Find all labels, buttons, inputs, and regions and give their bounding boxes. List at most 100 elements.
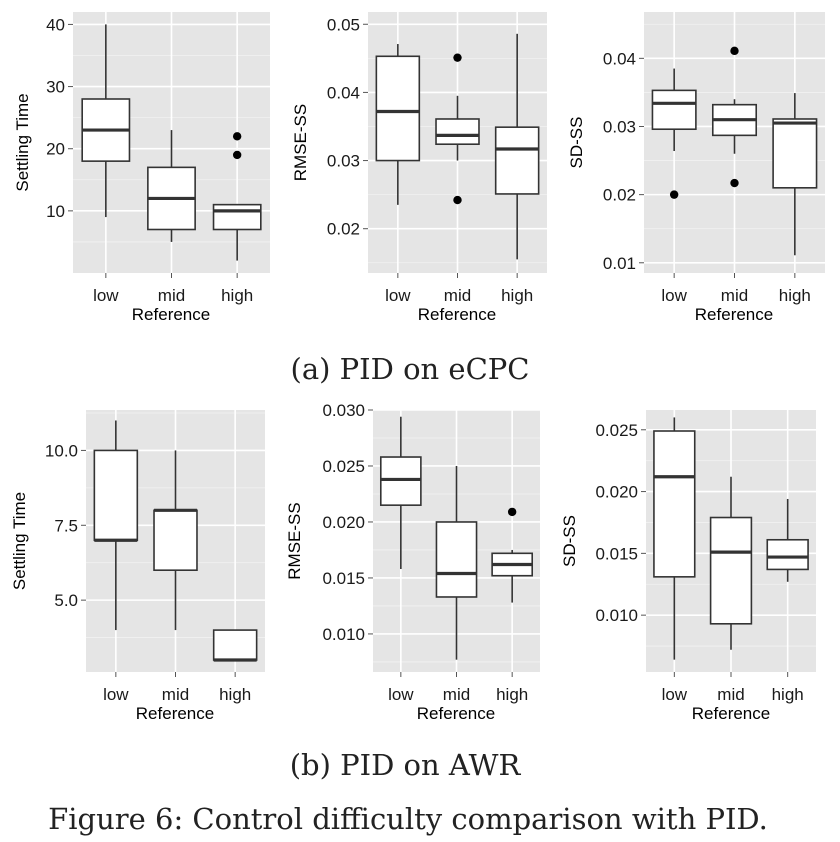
box-high (494, 33, 540, 260)
y-tick-label: 0.02 (603, 186, 636, 205)
outlier-point (232, 150, 242, 160)
x-axis-title: Reference (417, 704, 495, 723)
y-tick-label: 5.0 (54, 591, 78, 610)
y-tick-label: 0.03 (603, 117, 636, 136)
box-iqr (153, 509, 198, 571)
box-iqr (435, 521, 478, 598)
boxplot-panel-4: 5.0 7.5 10.0 low mid high Reference Settling Ti… (10, 410, 265, 723)
y-tick-label: 0.025 (322, 457, 365, 476)
outlier-point (232, 132, 242, 141)
x-tick-label: low (93, 286, 119, 305)
x-tick-label: mid (162, 685, 189, 704)
box-mid (435, 465, 478, 660)
y-tick-label: 0.030 (322, 401, 365, 420)
x-tick-label: high (496, 685, 528, 704)
outlier-point (453, 53, 462, 62)
y-tick-label: 10 (46, 202, 65, 221)
y-tick-label: 0.04 (327, 83, 360, 102)
box-iqr (212, 203, 262, 231)
x-axis-title: Reference (692, 704, 770, 723)
y-tick-label: 0.05 (327, 15, 360, 34)
box-low (81, 24, 131, 218)
y-axis-title: RMSE-SS (285, 502, 304, 579)
outlier-point (730, 178, 739, 188)
y-tick-label: 0.010 (595, 606, 638, 625)
x-tick-label: high (219, 685, 251, 704)
y-tick-label: 0.010 (322, 625, 365, 644)
box-iqr (766, 538, 809, 571)
box-high (772, 93, 818, 256)
subcaption-a: (a) PID on eCPC (291, 352, 530, 386)
box-low (651, 68, 697, 199)
x-tick-label: low (662, 685, 688, 704)
y-axis-title: SD-SS (560, 515, 579, 567)
x-tick-label: mid (443, 685, 470, 704)
x-axis-title: Reference (418, 305, 496, 324)
y-tick-label: 0.04 (603, 49, 636, 68)
y-axis-title: RMSE-SS (291, 104, 310, 181)
outlier-point (730, 46, 739, 56)
y-tick-label: 0.015 (595, 544, 638, 563)
y-axis-title: SD-SS (567, 117, 586, 169)
y-tick-label: 7.5 (54, 516, 78, 535)
box-high (491, 507, 534, 603)
x-tick-label: low (388, 685, 414, 704)
box-iqr (435, 118, 480, 146)
y-axis-title: Settling Time (10, 492, 29, 590)
box-iqr (375, 55, 421, 162)
y-tick-label: 20 (46, 140, 65, 159)
outlier-point (507, 507, 517, 517)
box-iqr (653, 430, 696, 578)
box-mid (435, 53, 480, 205)
x-tick-label: high (221, 286, 253, 305)
x-tick-label: low (661, 286, 687, 305)
x-tick-label: mid (444, 286, 471, 305)
x-axis-title: Reference (695, 305, 773, 324)
box-low (653, 417, 696, 660)
x-tick-label: high (501, 286, 533, 305)
x-tick-label: low (385, 286, 411, 305)
box-low (375, 44, 421, 205)
box-high (766, 498, 809, 582)
box-high (212, 132, 262, 261)
y-tick-label: 0.015 (322, 569, 365, 588)
y-tick-label: 0.025 (595, 421, 638, 440)
box-mid (709, 476, 753, 650)
box-iqr (93, 449, 139, 542)
box-iqr (379, 456, 422, 506)
subcaption-b: (b) PID on AWR (290, 748, 522, 782)
x-axis-title: Reference (132, 305, 210, 324)
y-tick-label: 0.01 (603, 254, 636, 273)
box-mid (147, 130, 196, 242)
y-axis-title: Settling Time (13, 93, 32, 191)
box-mid (153, 450, 198, 631)
boxplot-panel-2: 0.02 0.03 0.04 0.05 low mid high Reference RMSE-… (291, 12, 547, 324)
boxplot-panel-5: 0.010 0.015 0.020 0.025 0.030 low mid highRefer… (285, 401, 540, 723)
x-tick-label: high (772, 685, 804, 704)
y-tick-label: 0.03 (327, 152, 360, 171)
boxplot-panel-1: 10 20 30 40 low mid high Reference Settling Time (13, 12, 270, 324)
outlier-point (669, 190, 679, 199)
y-tick-label: 10.0 (45, 441, 78, 460)
x-tick-label: mid (158, 286, 185, 305)
box-iqr (772, 118, 818, 189)
box-iqr (651, 89, 697, 131)
x-axis-title: Reference (136, 704, 214, 723)
y-tick-label: 0.02 (327, 220, 360, 239)
y-tick-label: 0.020 (595, 483, 638, 502)
box-iqr (709, 516, 753, 625)
x-tick-label: mid (717, 685, 744, 704)
box-low (379, 416, 422, 569)
box-iqr (212, 629, 258, 661)
x-tick-label: low (103, 685, 129, 704)
y-tick-label: 40 (46, 15, 65, 34)
x-tick-label: high (779, 286, 811, 305)
y-tick-label: 30 (46, 78, 65, 97)
box-high (212, 629, 258, 662)
outlier-point (453, 195, 462, 205)
x-tick-label: mid (721, 286, 748, 305)
box-mid (711, 46, 758, 188)
boxplot-panel-3: 0.01 0.02 0.03 0.04 low mid high Reference SD-SS (567, 12, 825, 324)
figure-caption: Figure 6: Control difficulty comparison … (48, 802, 768, 836)
